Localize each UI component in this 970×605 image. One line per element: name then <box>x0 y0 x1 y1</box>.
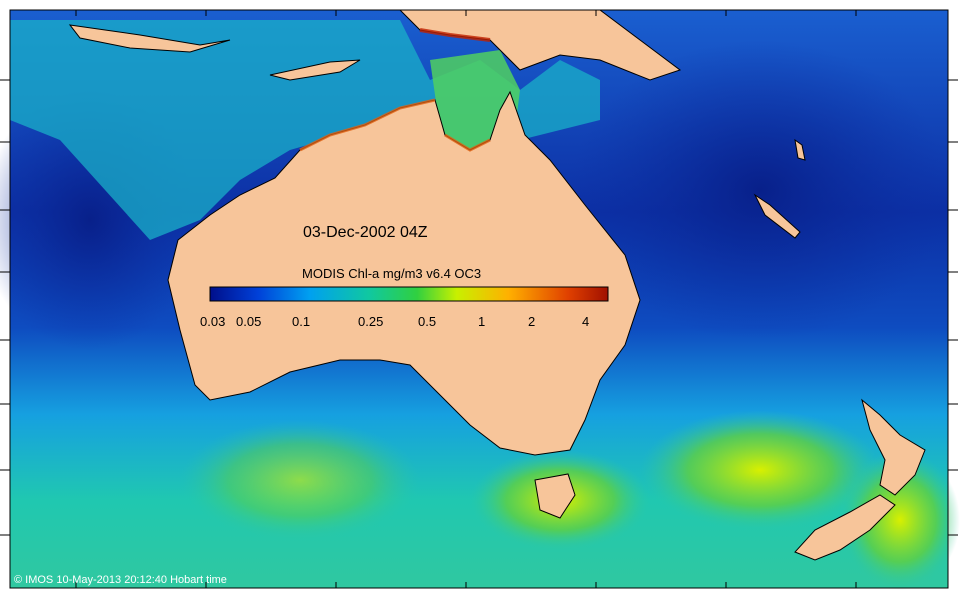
colorbar-tick: 1 <box>478 314 485 329</box>
new-zealand-north <box>861 398 926 496</box>
map-frame <box>9 9 949 589</box>
coastal-high-chl-2 <box>444 133 491 152</box>
new-zealand-south <box>794 494 896 561</box>
coastal-high-chl <box>299 98 436 152</box>
coral-sea-low-chl <box>570 40 950 340</box>
indonesia-islands <box>68 24 231 53</box>
vanuatu <box>794 138 806 161</box>
date-label: 03-Dec-2002 04Z <box>303 224 428 241</box>
tasmania <box>534 473 576 519</box>
axis-ticks <box>0 10 958 588</box>
credit-text: © IMOS 10-May-2013 20:12:40 Hobart time <box>14 574 227 586</box>
colorbar-tick: 0.25 <box>358 314 383 329</box>
new-caledonia <box>753 193 801 239</box>
colorbar-tick: 2 <box>528 314 535 329</box>
colorbar-tick: 0.05 <box>236 314 261 329</box>
southern-bloom-2 <box>640 410 880 530</box>
colorbar-tick: 0.03 <box>200 314 225 329</box>
colorbar-tick: 0.1 <box>292 314 310 329</box>
southern-bloom-3 <box>180 420 420 540</box>
colorbar-title: MODIS Chl-a mg/m3 v6.4 OC3 <box>302 266 481 281</box>
colorbar <box>209 286 609 302</box>
colorbar-ticks: 0.03 0.05 0.1 0.25 0.5 1 2 4 <box>200 314 589 329</box>
gulf-coast-high-chl <box>419 28 491 42</box>
colorbar-tick: 4 <box>582 314 589 329</box>
timor-island <box>269 59 361 81</box>
southern-bloom-4 <box>840 450 960 590</box>
colorbar-tick: 0.5 <box>418 314 436 329</box>
